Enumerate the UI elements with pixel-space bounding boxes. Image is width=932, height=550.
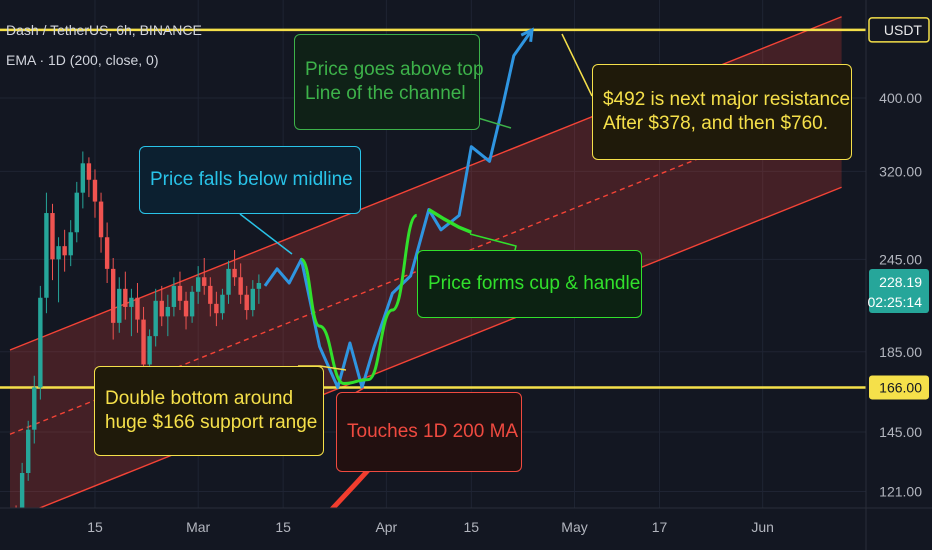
callout-top-line-line: Price goes above top xyxy=(305,59,484,80)
time-tick-label: 15 xyxy=(464,519,480,535)
candle-body[interactable] xyxy=(68,232,73,256)
candle-body[interactable] xyxy=(74,192,79,233)
current-price-tag[interactable] xyxy=(869,268,929,313)
candle-body[interactable] xyxy=(238,277,243,295)
time-tick-label: Mar xyxy=(186,519,210,535)
cup-curve xyxy=(299,213,418,385)
candle-body[interactable] xyxy=(171,285,177,307)
candle-body[interactable] xyxy=(56,246,61,260)
price-tick-label: 185.00 xyxy=(879,344,922,360)
price-tick-label: 400.00 xyxy=(879,90,922,106)
candle-body[interactable] xyxy=(80,163,86,193)
countdown-text: 02:25:14 xyxy=(868,294,923,310)
time-tick-label: Jun xyxy=(751,519,774,535)
candle-body[interactable] xyxy=(208,285,213,304)
projection-arrowhead xyxy=(520,27,534,42)
price-tick-label: 320.00 xyxy=(879,163,922,179)
callout-ema-touch-line: Touches 1D 200 MA xyxy=(347,421,519,442)
candle-body[interactable] xyxy=(147,336,152,365)
cup-and-handle xyxy=(299,208,472,385)
candle-body[interactable] xyxy=(153,300,158,337)
time-tick-label: May xyxy=(561,519,587,535)
channel-lower-line xyxy=(9,186,842,521)
callout-cup-handle[interactable]: Price forms cup & handle xyxy=(417,250,642,318)
callout-double-bottom[interactable]: Double bottom around huge $166 support ra… xyxy=(94,366,324,456)
current-price-text: 228.19 xyxy=(879,274,922,290)
candle-body[interactable] xyxy=(165,306,171,317)
candle-body[interactable] xyxy=(92,179,98,202)
callout-cup-handle-line: Price forms cup & handle xyxy=(428,273,641,294)
callout-double-bottom-line: huge $166 support range xyxy=(105,412,318,433)
indicator-legend[interactable]: EMA · 1D (200, close, 0) xyxy=(6,52,159,68)
candle-body[interactable] xyxy=(250,288,255,311)
candle-body[interactable] xyxy=(232,268,237,278)
callout-resistance-line: After $378, and then $760. xyxy=(603,113,829,134)
candle-body[interactable] xyxy=(62,246,67,256)
callout-midline-line: Price falls below midline xyxy=(150,169,353,190)
candle-body[interactable] xyxy=(117,288,122,323)
price-tick-label: 245.00 xyxy=(879,251,922,267)
candle-body[interactable] xyxy=(183,300,189,317)
candle-body[interactable] xyxy=(177,285,183,301)
price-tick-label: 121.00 xyxy=(879,484,922,500)
time-axis-bg xyxy=(0,508,932,550)
price-tick-label: 145.00 xyxy=(879,424,922,440)
time-tick-label: 15 xyxy=(87,519,103,535)
callout-top-line-line: Line of the channel xyxy=(305,83,466,104)
pointer-midline xyxy=(239,213,293,255)
currency-badge-text: USDT xyxy=(884,22,923,38)
candle-body[interactable] xyxy=(141,319,146,365)
callout-double-bottom-line: Double bottom around xyxy=(105,388,294,409)
candle-body[interactable] xyxy=(26,429,31,473)
candles[interactable] xyxy=(1,151,262,550)
callout-top-line[interactable]: Price goes above top Line of the channel xyxy=(294,34,484,130)
candle-body[interactable] xyxy=(159,300,164,317)
candle-body[interactable] xyxy=(244,294,249,311)
symbol-title[interactable]: Dash / TetherUS, 6h, BINANCE xyxy=(6,22,202,38)
support-price-tag[interactable] xyxy=(869,375,929,400)
candle-body[interactable] xyxy=(104,237,110,269)
support-price-text: 166.00 xyxy=(879,379,922,395)
callout-resistance[interactable]: $492 is next major resistance After $378,… xyxy=(592,64,852,160)
candle-body[interactable] xyxy=(220,294,225,314)
callout-resistance-line: $492 is next major resistance xyxy=(603,89,851,110)
candle-body[interactable] xyxy=(98,201,104,238)
candle-body[interactable] xyxy=(19,472,25,536)
callout-midline[interactable]: Price falls below midline xyxy=(139,146,361,214)
time-tick-label: Apr xyxy=(375,519,397,535)
currency-badge[interactable] xyxy=(868,17,930,43)
candle-body[interactable] xyxy=(135,297,140,320)
candle-body[interactable] xyxy=(195,277,201,292)
candle-body[interactable] xyxy=(123,288,128,307)
handle-segment xyxy=(427,208,472,234)
candle-body[interactable] xyxy=(189,291,195,317)
callout-ema-touch[interactable]: Touches 1D 200 MA xyxy=(336,392,522,472)
candle-body[interactable] xyxy=(256,282,262,289)
time-tick-label: 17 xyxy=(652,519,668,535)
candle-body[interactable] xyxy=(226,268,231,295)
candle-body[interactable] xyxy=(86,163,92,180)
candle-body[interactable] xyxy=(38,297,43,388)
candle-body[interactable] xyxy=(129,297,134,307)
candle-body[interactable] xyxy=(32,387,37,430)
time-tick-label: 15 xyxy=(275,519,291,535)
candle-body[interactable] xyxy=(202,277,207,286)
pointer-resistance xyxy=(561,33,593,97)
candle-body[interactable] xyxy=(44,213,49,298)
candle-body[interactable] xyxy=(214,303,219,314)
candle-body[interactable] xyxy=(50,213,55,260)
candle-body[interactable] xyxy=(110,268,116,323)
